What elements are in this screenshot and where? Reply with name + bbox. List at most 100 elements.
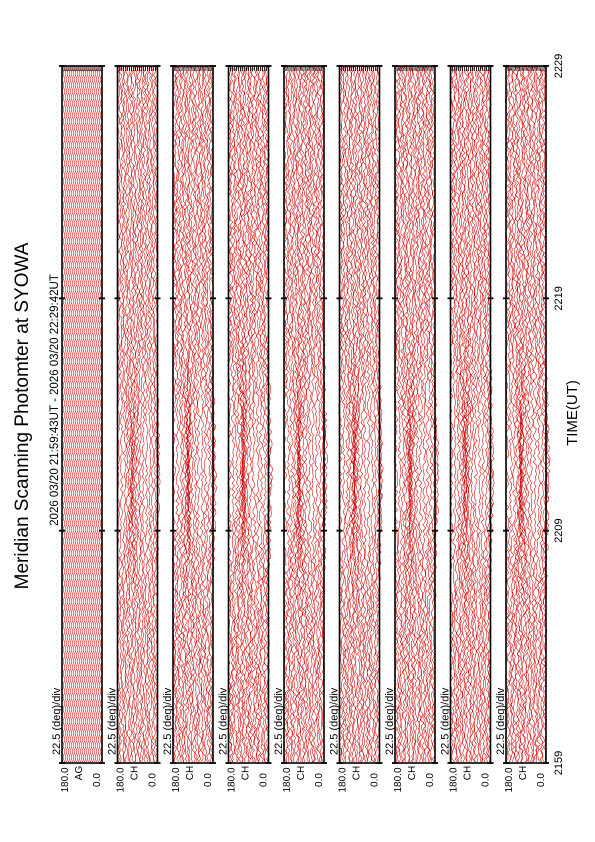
panel-ymin-label: 180.0 (60, 767, 71, 792)
trace-line (239, 65, 246, 763)
panel-scale-label: 22.5 (deg)/div (440, 687, 452, 755)
trace-line (227, 65, 232, 763)
panel-6: 22.5 (deg)/div 180.0 0.0 CH (329, 65, 384, 793)
panel-scale-label: 22.5 (deg)/div (329, 687, 341, 755)
trace-line (187, 65, 194, 763)
panel-channel-label: CH (463, 766, 474, 780)
panel-9: 22.5 (deg)/div 180.0 0.0 CH (495, 65, 551, 793)
trace-line (299, 65, 307, 763)
trace-line (178, 66, 186, 763)
trace-line (359, 65, 367, 763)
time-tick-label: 2219 (553, 286, 565, 310)
trace-line (314, 65, 323, 763)
trace-line (241, 65, 246, 763)
panel-scale-label: 22.5 (deg)/div (162, 687, 174, 755)
trace-line (459, 65, 467, 762)
trace-line (466, 65, 474, 763)
panel-channel-label: CH (518, 766, 529, 780)
trace-line (83, 66, 87, 763)
trace-line (368, 65, 375, 763)
panel-ymax-label: 0.0 (370, 773, 381, 787)
trace-line (457, 65, 465, 763)
trace-line (353, 65, 361, 763)
trace-line (451, 65, 457, 763)
panel-channel-label: CH (185, 766, 196, 780)
panel-channel-label: AG (74, 766, 85, 781)
time-range-label: 2026 03/20 21:59:43UT - 2026 03/20 22:29… (49, 274, 61, 526)
panel-3: 22.5 (deg)/div 180.0 0.0 CH (162, 65, 217, 793)
trace-line (290, 65, 300, 762)
panel-channel-label: CH (407, 766, 418, 780)
trace-line (193, 65, 201, 763)
trace-line (203, 65, 212, 763)
panel-ymax-label: 0.0 (203, 773, 214, 787)
panel-scale-label: 22.5 (deg)/div (495, 687, 507, 755)
panel-ymin-label: 180.0 (227, 767, 238, 792)
trace-line (516, 65, 523, 763)
trace-line (75, 66, 79, 763)
trace-line (181, 65, 189, 763)
trace-line (519, 65, 528, 763)
trace-line (408, 65, 417, 763)
panel-1: 22.5 (deg)/div 180.0 0.0 AG (51, 65, 105, 793)
trace-line (251, 65, 258, 763)
panel-channel-label: CH (296, 766, 307, 780)
trace-line (479, 65, 486, 763)
panel-ymax-label: 0.0 (148, 773, 159, 787)
trace-line (532, 65, 538, 763)
trace-line (173, 65, 180, 763)
trace-line (350, 65, 356, 762)
time-tick-labels: 2159 2209 2219 2229 (553, 54, 565, 775)
trace-line (534, 66, 542, 763)
trace-line (512, 65, 522, 763)
x-axis-title: TIME(UT) (564, 380, 581, 446)
trace-line (179, 65, 188, 763)
panel-ymin-label: 180.0 (449, 767, 460, 792)
trace-line (199, 65, 205, 763)
panel-ymax-label: 0.0 (259, 773, 270, 787)
trace-line (370, 65, 378, 763)
panel-8: 22.5 (deg)/div 180.0 0.0 CH (440, 65, 495, 793)
trace-line (237, 65, 245, 763)
trace-line (405, 65, 412, 763)
trace-line (473, 65, 480, 763)
trace-line (246, 65, 254, 763)
panel-ymin-label: 180.0 (171, 767, 182, 792)
trace-line (233, 65, 242, 763)
panel-ymax-label: 0.0 (481, 773, 492, 787)
panel-scale-label: 22.5 (deg)/div (384, 687, 396, 755)
trace-line (77, 66, 81, 763)
trace-line (146, 65, 152, 763)
trace-line (188, 65, 196, 763)
trace-line (286, 65, 295, 763)
trace-line (418, 65, 425, 763)
trace-line (95, 66, 99, 763)
trace-line (67, 66, 71, 763)
trace-line (421, 65, 427, 763)
trace-line (242, 65, 250, 763)
panel-ymax-label: 0.0 (425, 773, 436, 787)
trace-line (134, 65, 141, 763)
trace-line (91, 66, 95, 763)
panel-ymin-label: 180.0 (338, 767, 349, 792)
panel-channel-label: CH (241, 766, 252, 780)
panel-scale-label: 22.5 (deg)/div (51, 687, 63, 755)
trace-line (340, 65, 346, 763)
trace-line (126, 65, 133, 763)
trace-line (81, 66, 85, 763)
trace-line (144, 65, 149, 763)
trace-line (293, 65, 301, 763)
trace-line (207, 65, 216, 763)
trace-line (186, 65, 193, 763)
trace-line (63, 66, 67, 763)
trace-line (366, 65, 371, 763)
trace-line (529, 66, 536, 763)
panel-ymax-label: 0.0 (536, 773, 547, 787)
trace-line (97, 66, 101, 763)
trace-line (231, 65, 240, 763)
trace-line (348, 65, 356, 763)
panel-channel-label: CH (352, 766, 363, 780)
trace-line (520, 65, 530, 763)
trace-line (73, 66, 77, 763)
